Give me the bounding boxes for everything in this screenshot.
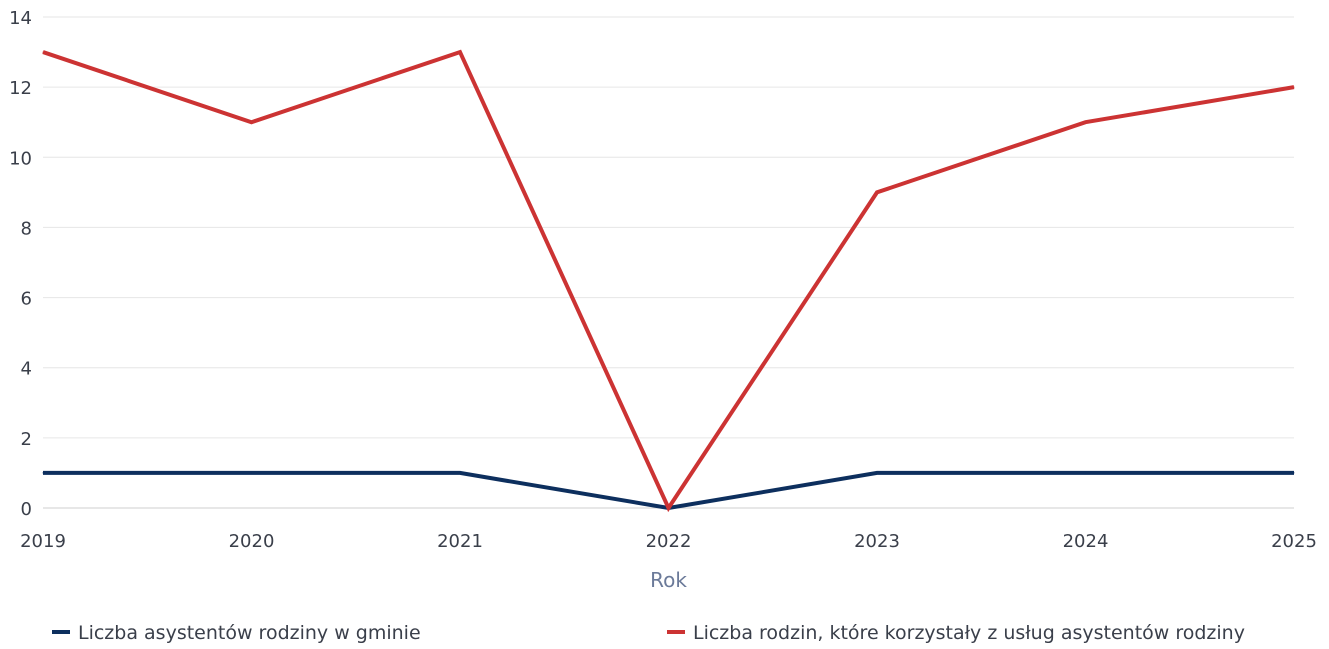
- data-point: [876, 472, 878, 474]
- y-tick-label: 12: [9, 78, 32, 99]
- x-tick-label: 2020: [229, 531, 275, 552]
- y-tick-label: 10: [9, 148, 32, 169]
- legend: Liczba asystentów rodziny w gminie Liczba…: [52, 622, 1245, 644]
- x-axis-ticks: 2019 2020 2021 2022 2023 2024 2025: [20, 531, 1317, 552]
- x-tick-label: 2019: [20, 531, 66, 552]
- x-axis-title: Rok: [650, 568, 687, 592]
- x-tick-label: 2021: [437, 531, 483, 552]
- data-point: [251, 472, 252, 474]
- x-tick-label: 2023: [854, 531, 900, 552]
- series-line-1: [43, 470, 1294, 511]
- data-point: [459, 472, 461, 474]
- legend-label: Liczba asystentów rodziny w gminie: [78, 622, 421, 644]
- data-point: [1085, 472, 1086, 474]
- data-point: [668, 507, 669, 509]
- data-point: [42, 472, 44, 474]
- data-point: [1293, 472, 1295, 474]
- y-axis-ticks: 0 2 4 6 8 10 12 14: [9, 8, 32, 520]
- data-point: [251, 121, 252, 123]
- data-point: [1293, 86, 1295, 88]
- data-point: [876, 191, 878, 193]
- data-point: [459, 51, 461, 53]
- x-tick-label: 2022: [646, 531, 692, 552]
- y-tick-label: 0: [21, 499, 32, 520]
- legend-label: Liczba rodzin, które korzystały z usług …: [693, 622, 1245, 644]
- grid: [43, 16, 1294, 509]
- series-group: [42, 49, 1295, 513]
- y-tick-label: 6: [21, 289, 32, 310]
- y-tick-label: 4: [21, 359, 32, 380]
- y-tick-label: 8: [21, 218, 32, 239]
- data-point: [42, 51, 44, 53]
- data-point: [1085, 121, 1086, 123]
- x-tick-label: 2025: [1271, 531, 1317, 552]
- y-tick-label: 2: [21, 429, 32, 450]
- x-tick-label: 2024: [1063, 531, 1109, 552]
- y-tick-label: 14: [9, 8, 32, 29]
- series-line-2: [42, 49, 1295, 513]
